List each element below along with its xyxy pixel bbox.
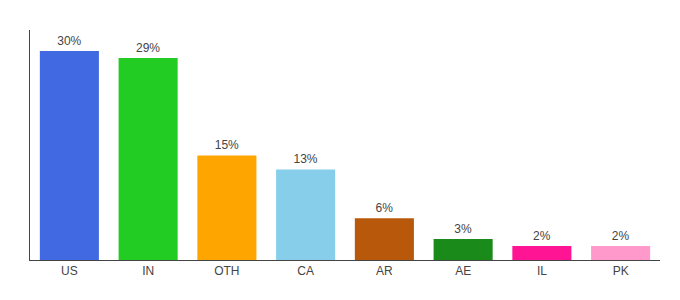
svg-text:2%: 2% bbox=[612, 229, 630, 243]
svg-text:15%: 15% bbox=[215, 138, 239, 152]
svg-text:OTH: OTH bbox=[214, 264, 239, 278]
svg-text:IL: IL bbox=[537, 264, 547, 278]
svg-text:US: US bbox=[61, 264, 78, 278]
svg-text:2%: 2% bbox=[533, 229, 551, 243]
svg-text:CA: CA bbox=[297, 264, 314, 278]
svg-text:6%: 6% bbox=[376, 201, 394, 215]
svg-text:13%: 13% bbox=[293, 152, 317, 166]
svg-text:IN: IN bbox=[142, 264, 154, 278]
svg-text:30%: 30% bbox=[57, 34, 81, 48]
svg-text:PK: PK bbox=[613, 264, 629, 278]
svg-text:3%: 3% bbox=[454, 222, 472, 236]
svg-text:AR: AR bbox=[376, 264, 393, 278]
svg-text:29%: 29% bbox=[136, 41, 160, 55]
svg-text:AE: AE bbox=[455, 264, 471, 278]
